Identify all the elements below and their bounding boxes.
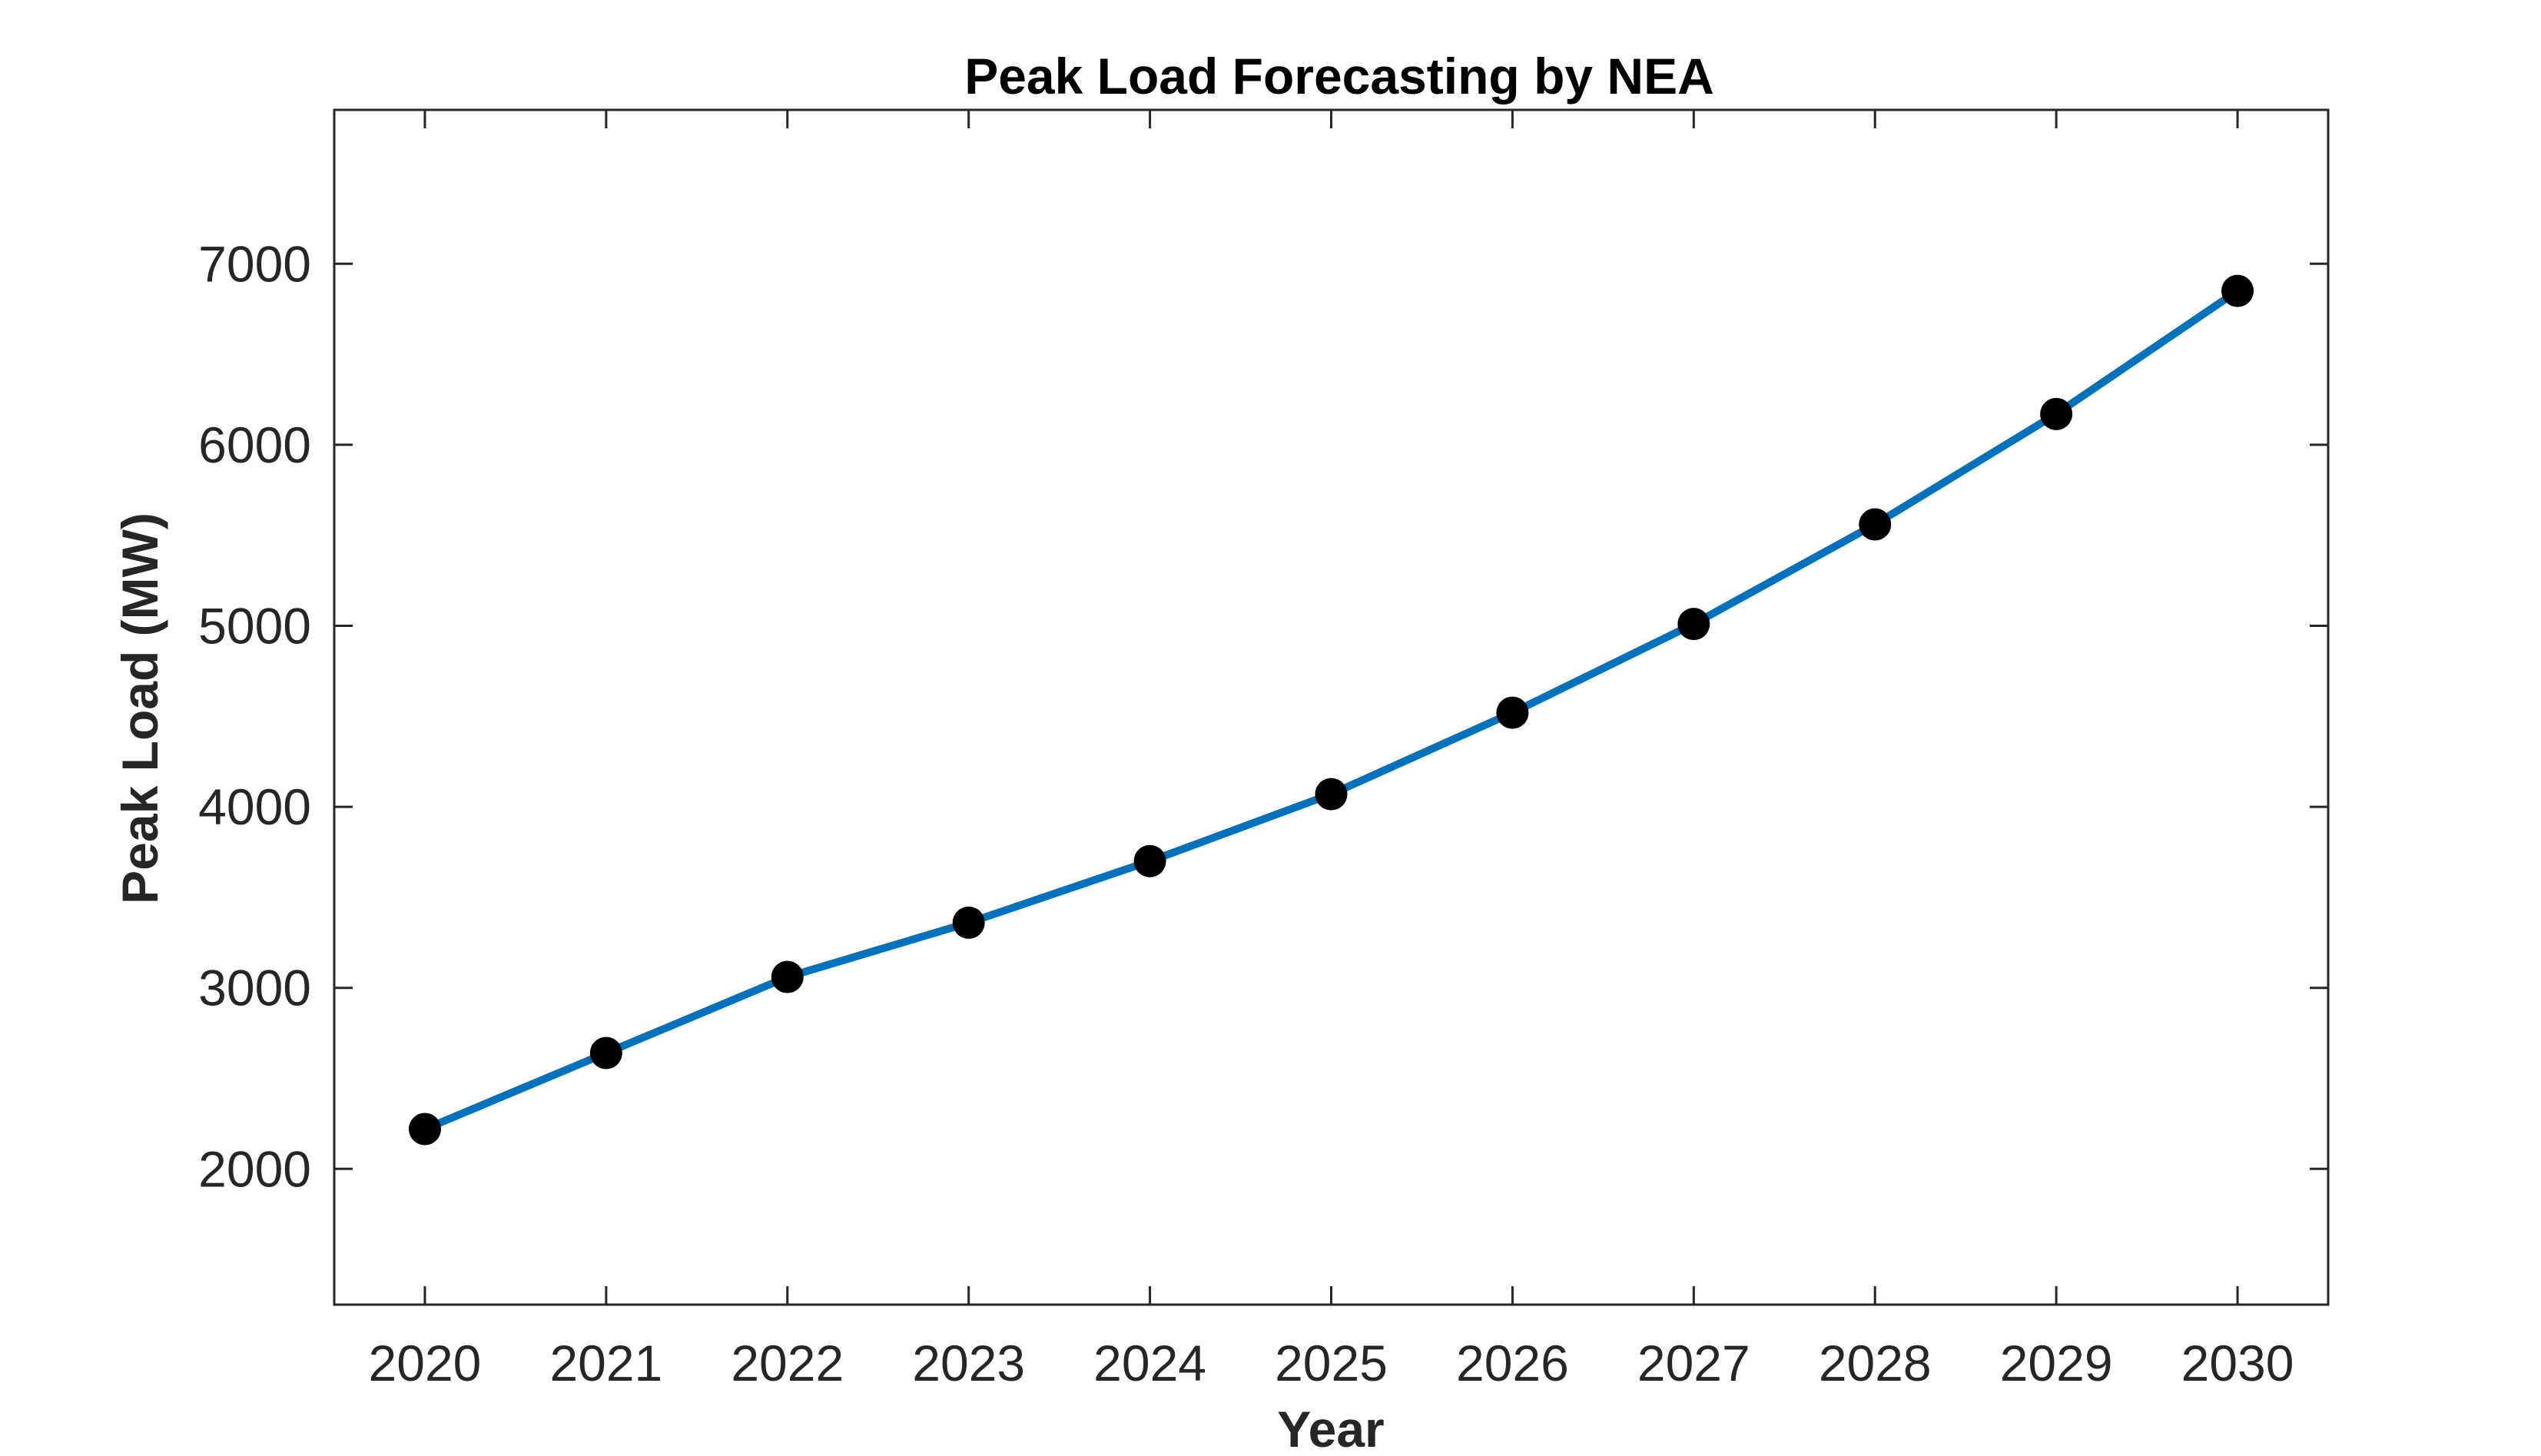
x-tick-label: 2020 bbox=[369, 1335, 482, 1391]
data-point-marker bbox=[1496, 696, 1529, 729]
data-point-marker bbox=[2221, 274, 2254, 307]
data-point-marker bbox=[771, 960, 804, 993]
x-tick-label: 2022 bbox=[731, 1335, 844, 1391]
y-tick-label: 7000 bbox=[198, 235, 311, 292]
data-point-marker bbox=[408, 1113, 441, 1146]
x-tick-label: 2029 bbox=[2000, 1335, 2113, 1391]
y-tick-label: 6000 bbox=[198, 416, 311, 473]
x-axis-label: Year bbox=[1277, 1401, 1384, 1452]
x-tick-label: 2025 bbox=[1275, 1335, 1388, 1391]
x-tick-label: 2024 bbox=[1093, 1335, 1206, 1391]
plot-area-frame bbox=[333, 108, 2330, 1306]
tick-marks bbox=[334, 110, 2328, 1305]
data-point-marker bbox=[952, 906, 985, 939]
data-point-marker bbox=[1133, 844, 1166, 877]
y-axis-label: Peak Load (MW) bbox=[111, 512, 168, 904]
y-tick-label: 5000 bbox=[198, 597, 311, 654]
y-tick-label: 3000 bbox=[198, 960, 311, 1017]
x-tick-label: 2026 bbox=[1456, 1335, 1569, 1391]
x-tick-label: 2027 bbox=[1637, 1335, 1750, 1391]
tick-labels: 2020 2021 2022 2023 2024 2025 2026 2027 2028 2029… bbox=[198, 235, 2294, 1391]
y-tick-label: 4000 bbox=[198, 778, 311, 835]
x-tick-label: 2021 bbox=[549, 1335, 662, 1391]
x-tick-label: 2028 bbox=[1819, 1335, 1932, 1391]
data-point-marker bbox=[2040, 397, 2073, 430]
data-point-marker bbox=[1677, 608, 1710, 641]
data-point-marker bbox=[1859, 508, 1892, 541]
y-tick-label: 2000 bbox=[198, 1140, 311, 1197]
chart-title: Peak Load Forecasting by NEA bbox=[964, 48, 1714, 104]
data-point-marker bbox=[589, 1036, 622, 1070]
data-point-marker bbox=[1315, 778, 1348, 811]
x-tick-label: 2030 bbox=[2181, 1335, 2294, 1391]
markers-layer bbox=[408, 274, 2254, 1146]
x-tick-label: 2023 bbox=[912, 1335, 1025, 1391]
